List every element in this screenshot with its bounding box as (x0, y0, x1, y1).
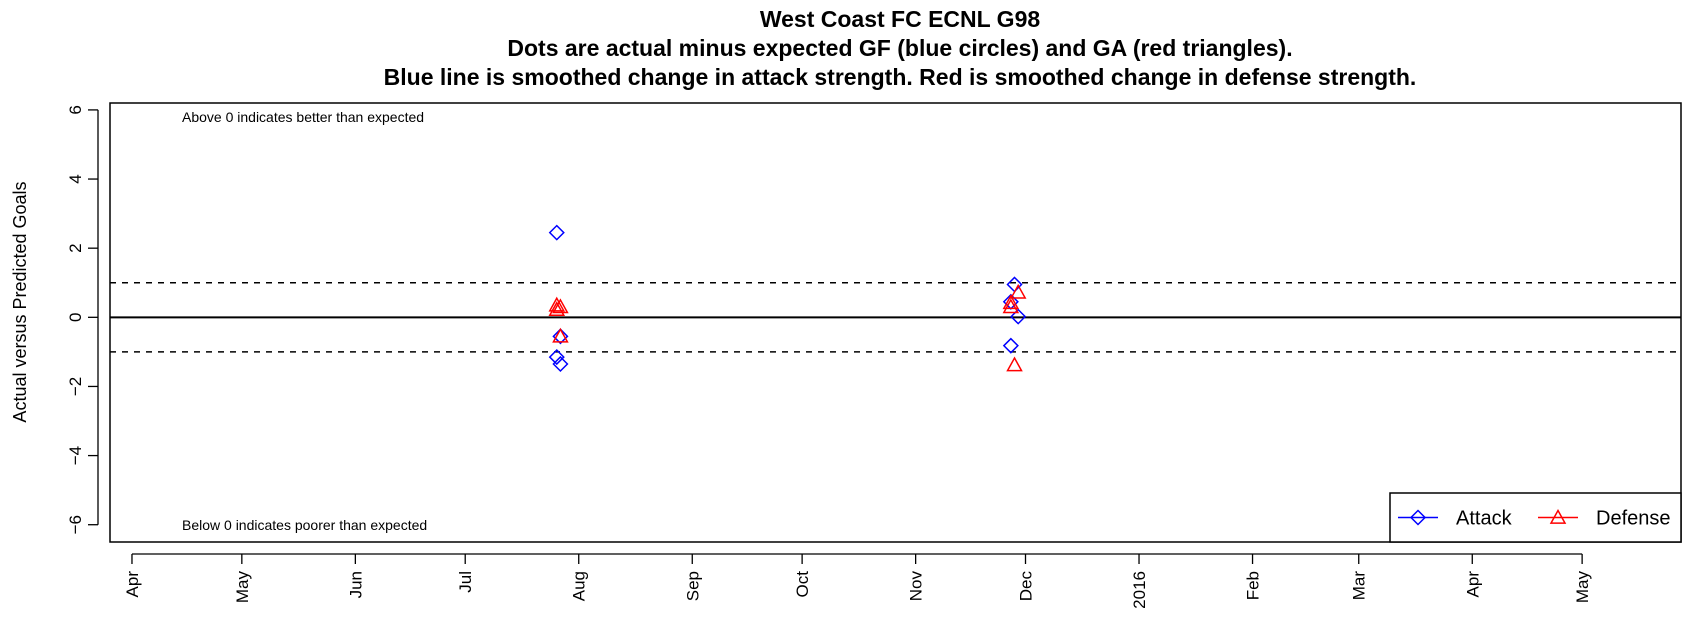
attack-point (548, 349, 565, 366)
x-tick-label: Apr (1463, 571, 1482, 598)
attack-point (552, 355, 569, 373)
defense-point (1002, 294, 1020, 310)
x-tick-label: Apr (123, 571, 142, 598)
x-tick-label: Jul (456, 571, 475, 593)
x-tick-label: Jun (346, 571, 365, 598)
x-tick-label: Aug (570, 571, 589, 601)
chart-subtitle-line-2: Blue line is smoothed change in attack s… (384, 64, 1417, 90)
attack-point (1010, 308, 1027, 325)
defense-point (1009, 283, 1027, 299)
y-tick-label: 2 (66, 243, 85, 252)
y-tick-label: 0 (66, 313, 85, 322)
attack-point (1002, 337, 1019, 354)
legend-label-defense: Defense (1596, 508, 1671, 530)
legend-marker-attack (1409, 509, 1427, 526)
y-tick-label: −4 (66, 446, 85, 465)
y-tick-label: −2 (66, 377, 85, 396)
annotation-above-zero: Above 0 indicates better than expected (182, 109, 424, 125)
annotation-below-zero: Below 0 indicates poorer than expected (182, 517, 427, 533)
chart-subtitle-line-1: Dots are actual minus expected GF (blue … (507, 35, 1292, 61)
attack-point (548, 224, 565, 241)
legend-box (1389, 492, 1682, 543)
y-tick-label: −6 (66, 515, 85, 534)
x-tick-label: 2016 (1130, 571, 1149, 609)
x-tick-label: Dec (1017, 571, 1036, 602)
attack-point (1006, 276, 1023, 293)
plot-border (109, 102, 1682, 543)
defense-point (552, 327, 569, 343)
legend-marker-defense (1549, 508, 1567, 524)
attack-point (552, 328, 569, 345)
y-tick-label: 4 (66, 174, 85, 183)
x-tick-label: Mar (1350, 571, 1369, 601)
legend-label-attack: Attack (1456, 508, 1513, 530)
defense-point (548, 301, 566, 317)
plot-area: −6 −4 −2 0 2 4 6 Apr May Jun Jul Aug Sep Oct Nov Dec 201… (66, 102, 1682, 609)
chart-title: West Coast FC ECNL G98 (760, 6, 1041, 32)
x-tick-label: Oct (793, 571, 812, 598)
x-tick-label: May (1573, 571, 1592, 604)
chart-title-block: West Coast FC ECNL G98 Dots are actual m… (384, 6, 1417, 90)
x-tick-label: Sep (683, 571, 702, 601)
y-axis-label: Actual versus Predicted Goals (10, 181, 30, 422)
defense-point (552, 298, 569, 314)
x-tick-label: Nov (907, 571, 926, 602)
defense-point (1006, 356, 1023, 372)
y-tick-label: 6 (66, 105, 85, 114)
x-tick-label: Feb (1244, 571, 1263, 600)
defense-point (1002, 298, 1020, 314)
defense-point (548, 296, 566, 312)
x-tick-label: May (233, 571, 252, 604)
